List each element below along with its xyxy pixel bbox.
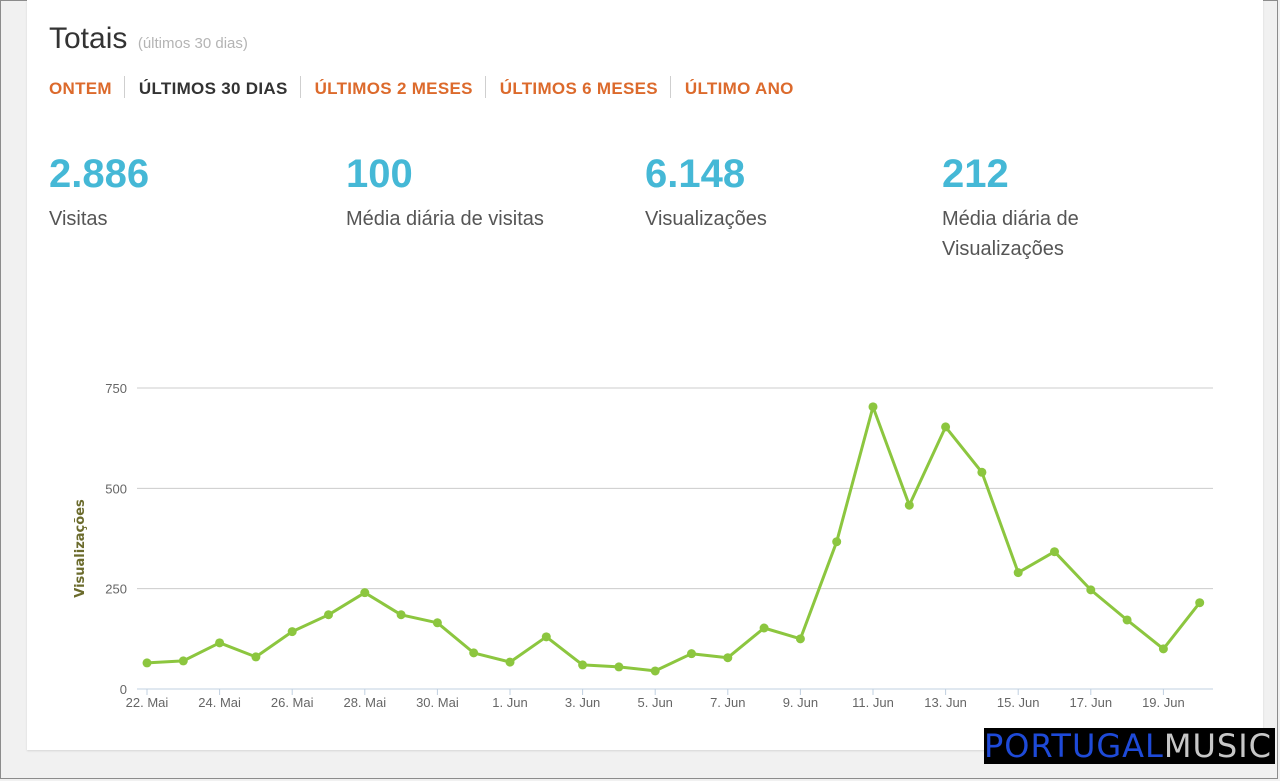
totals-card: Totais (últimos 30 dias) ONTEM ÚLTIMOS 30… <box>27 0 1263 750</box>
y-axis-title: Visualizações <box>73 499 88 598</box>
x-tick-label: 19. Jun <box>1142 695 1185 710</box>
data-point <box>1195 598 1205 608</box>
stat-value: 2.886 <box>49 152 150 196</box>
period-last-2-months[interactable]: ÚLTIMOS 2 MESES <box>314 79 473 98</box>
stat-label: Visitas <box>49 208 108 230</box>
data-point <box>1158 644 1168 654</box>
period-last-30-days[interactable]: ÚLTIMOS 30 DIAS <box>138 79 288 98</box>
series-line <box>145 405 1202 673</box>
data-point <box>396 610 406 620</box>
x-tick-label: 9. Jun <box>783 695 818 710</box>
data-point <box>650 666 660 676</box>
x-tick-label: 7. Jun <box>710 695 745 710</box>
portugal-music-watermark: PORTUGALMUSIC <box>984 728 1275 764</box>
data-point <box>541 632 551 642</box>
y-tick-label: 0 <box>120 682 127 697</box>
period-selector: ONTEM ÚLTIMOS 30 DIAS ÚLTIMOS 2 MESES ÚLTIM… <box>49 76 794 99</box>
stat-value: 212 <box>942 152 1009 196</box>
x-tick-label: 24. Mai <box>198 695 241 710</box>
x-tick-label: 28. Mai <box>343 695 386 710</box>
data-point <box>469 648 479 658</box>
data-point <box>832 537 842 547</box>
x-tick-label: 1. Jun <box>492 695 527 710</box>
x-tick-label: 13. Jun <box>924 695 967 710</box>
period-divider <box>669 76 671 98</box>
x-tick-label: 17. Jun <box>1069 695 1112 710</box>
x-tick-label: 11. Jun <box>852 695 894 710</box>
stat-visits: 2.886 Visitas <box>49 150 149 234</box>
data-point <box>432 618 442 628</box>
data-point <box>614 662 624 672</box>
stat-daily-visits: 100 Média diária de visitas <box>346 150 544 234</box>
data-point <box>1086 585 1096 595</box>
stat-label: Média diária de Visualizações <box>942 208 1079 260</box>
stat-value: 100 <box>346 152 413 196</box>
data-point <box>578 660 588 670</box>
period-divider <box>123 76 125 98</box>
stat-daily-views: 212 Média diária de Visualizações <box>942 150 1142 264</box>
stat-value: 6.148 <box>645 152 746 196</box>
period-yesterday[interactable]: ONTEM <box>49 79 112 98</box>
x-tick-label: 5. Jun <box>637 695 672 710</box>
data-point <box>977 467 987 477</box>
stat-label: Média diária de visitas <box>346 208 544 230</box>
data-point <box>1122 615 1132 625</box>
data-point <box>795 634 805 644</box>
data-point <box>287 627 297 637</box>
data-point <box>941 422 951 432</box>
data-point <box>360 588 370 598</box>
data-point <box>759 623 769 633</box>
period-divider <box>299 76 301 98</box>
stat-views: 6.148 Visualizações <box>645 150 767 234</box>
data-point <box>1013 568 1023 578</box>
data-point <box>723 653 733 663</box>
x-tick-label: 26. Mai <box>271 695 314 710</box>
page-title: Totais <box>49 22 128 55</box>
y-tick-label: 750 <box>105 381 127 396</box>
x-tick-label: 22. Mai <box>126 695 169 710</box>
page-subtitle: (últimos 30 dias) <box>137 35 248 52</box>
period-divider <box>484 76 486 98</box>
x-tick-label: 15. Jun <box>997 695 1040 710</box>
data-point <box>687 649 696 659</box>
stat-label: Visualizações <box>645 208 767 230</box>
y-tick-label: 250 <box>105 582 127 597</box>
x-tick-label: 3. Jun <box>565 695 600 710</box>
watermark-part2: MUSIC <box>1163 728 1272 764</box>
data-point <box>904 500 914 510</box>
period-last-6-months[interactable]: ÚLTIMOS 6 MESES <box>499 79 658 98</box>
data-point <box>505 657 515 667</box>
views-line-chart: 0 250 500 750 22. Mai 24. Mai 26. Mai 28. Mai 30… <box>73 381 1213 710</box>
x-tick-label: 30. Mai <box>416 695 459 710</box>
data-point <box>1050 547 1059 557</box>
data-point <box>251 652 261 662</box>
data-point <box>215 638 225 648</box>
data-point <box>142 658 152 668</box>
watermark-part1: PORTUGAL <box>984 728 1164 764</box>
data-point <box>178 656 188 666</box>
y-tick-label: 500 <box>105 481 127 496</box>
period-last-year[interactable]: ÚLTIMO ANO <box>684 79 794 98</box>
data-point <box>324 610 333 620</box>
data-point <box>868 402 878 412</box>
title-row: Totais (últimos 30 dias) <box>49 22 248 56</box>
